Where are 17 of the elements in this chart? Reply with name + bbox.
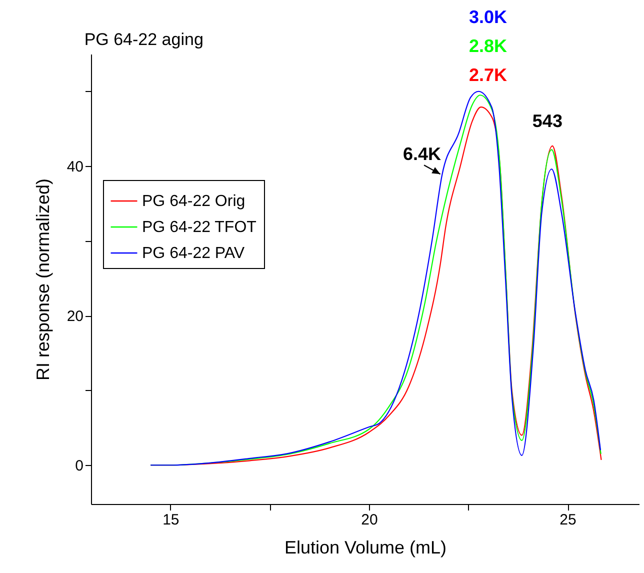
y-tick-label: 0	[75, 458, 84, 475]
x-tick-label: 20	[361, 512, 378, 528]
x-tick-label: 25	[560, 512, 576, 528]
x-tick-label: 15	[162, 512, 180, 528]
chart-title: PG 64-22 aging	[84, 30, 204, 49]
text: 3.0K	[468, 7, 508, 27]
annotation: 543	[532, 110, 562, 131]
legend-label: PG 64-22 PAV	[142, 245, 245, 262]
annotation: 2.8K	[468, 36, 508, 56]
y-tick-label: 20	[66, 308, 84, 326]
legend-label: PG 64-22 Orig	[142, 193, 246, 210]
y-tick-label: 40	[66, 158, 84, 176]
annotation: 2.7K	[468, 65, 508, 85]
legend-label: PG 64-22 TFOT	[142, 219, 257, 236]
x-axis-title: Elution Volume (mL)	[284, 538, 447, 558]
y-axis-title: RI response (normalized)	[32, 178, 53, 381]
annotation: 6.4K	[403, 144, 442, 164]
